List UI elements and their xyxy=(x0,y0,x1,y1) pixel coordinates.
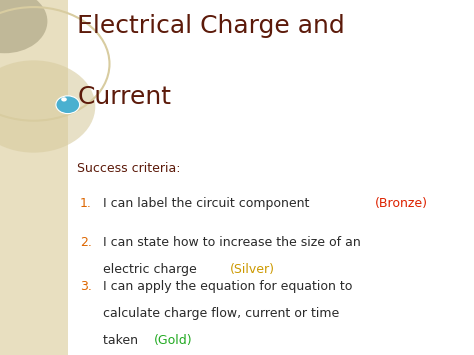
Circle shape xyxy=(61,97,67,102)
Text: (Bronze): (Bronze) xyxy=(375,197,428,210)
Text: electric charge: electric charge xyxy=(103,263,201,276)
Text: calculate charge flow, current or time: calculate charge flow, current or time xyxy=(103,307,339,320)
Circle shape xyxy=(56,96,80,114)
Text: 3.: 3. xyxy=(80,280,91,294)
Circle shape xyxy=(0,60,95,153)
Text: I can state how to increase the size of an: I can state how to increase the size of … xyxy=(103,236,361,249)
Text: I can apply the equation for equation to: I can apply the equation for equation to xyxy=(103,280,353,294)
Text: Current: Current xyxy=(77,85,171,109)
Text: Success criteria:: Success criteria: xyxy=(77,162,181,175)
Text: Electrical Charge and: Electrical Charge and xyxy=(77,14,345,38)
Text: (Silver): (Silver) xyxy=(229,263,274,276)
Text: I can label the circuit component: I can label the circuit component xyxy=(103,197,314,210)
Text: (Gold): (Gold) xyxy=(154,334,192,347)
Circle shape xyxy=(0,0,47,53)
Bar xyxy=(0,0,68,355)
Text: 1.: 1. xyxy=(80,197,91,210)
Text: taken: taken xyxy=(103,334,142,347)
Text: 2.: 2. xyxy=(80,236,91,249)
